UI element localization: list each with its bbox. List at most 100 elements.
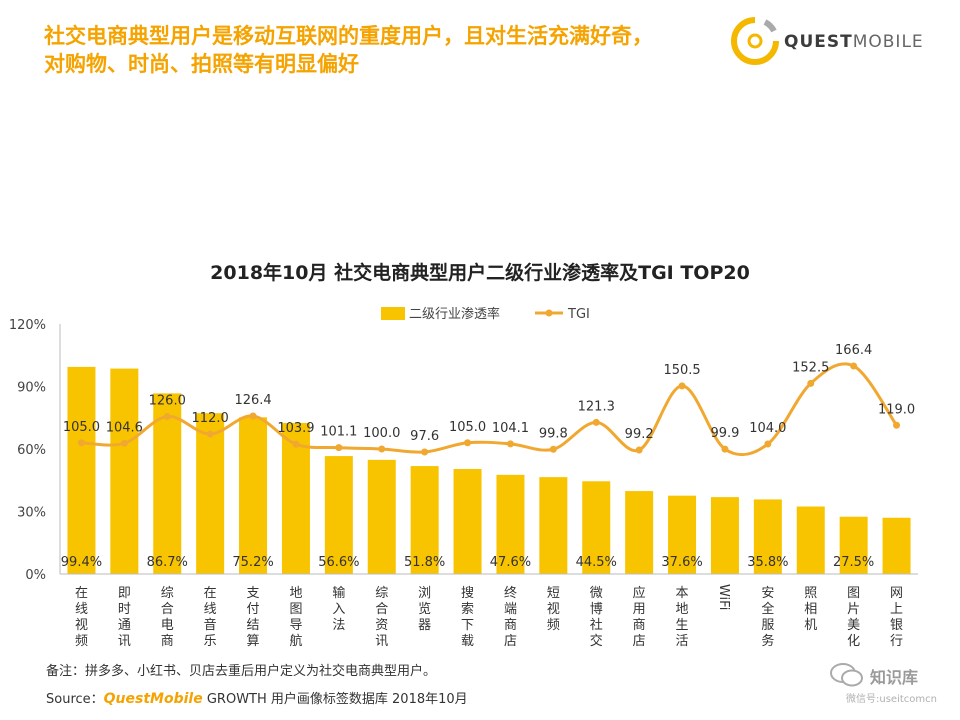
bar-data-label: 47.6%: [490, 555, 531, 570]
bar-data-label: 99.4%: [61, 555, 102, 570]
bar: [882, 517, 911, 574]
chart-title: 2018年10月 社交电商典型用户二级行业渗透率及TGI TOP20: [210, 262, 750, 284]
tgi-point: [850, 362, 858, 370]
bar: [453, 469, 482, 574]
x-tick-label: 终端商店: [504, 585, 517, 649]
bar: [496, 474, 525, 574]
tgi-data-label: 104.0: [749, 421, 786, 436]
x-tick-label: 输入法: [332, 585, 345, 633]
tgi-point: [678, 382, 686, 390]
tgi-point: [592, 418, 600, 426]
x-tick-label: 安全服务: [761, 586, 774, 649]
tgi-point: [292, 440, 300, 448]
tgi-data-label: 97.6: [410, 429, 439, 444]
bar: [67, 366, 96, 574]
tgi-data-label: 119.0: [878, 402, 915, 417]
source-brand: QuestMobile: [103, 691, 203, 707]
headline-line-1: 社交电商典型用户是移动互联网的重度用户，且对生活充满好奇，: [44, 24, 653, 48]
questmobile-logo: QUESTMOBILE: [730, 12, 930, 68]
x-tick-label: 本地生活: [676, 586, 689, 649]
tgi-point: [163, 413, 171, 420]
tgi-point: [807, 379, 815, 387]
logo-text-light: MOBILE: [852, 32, 924, 52]
tgi-data-label: 104.6: [106, 420, 143, 435]
bar-data-label: 75.2%: [232, 555, 273, 570]
bar: [110, 368, 139, 574]
x-axis: 在线视频 即时通讯 综合电商 在线音乐 支付结算 地图导航 输入法 综合资讯 浏览器 搜索下载 终端…: [60, 573, 918, 649]
x-tick-label: 搜索下载: [461, 586, 474, 649]
bar: [239, 417, 268, 574]
bar-data-label: 51.8%: [404, 555, 445, 570]
bar: [668, 495, 697, 574]
y-tick-label: 60%: [17, 443, 46, 458]
legend-label-bar: 二级行业渗透率: [409, 306, 500, 322]
tgi-data-label: 112.0: [192, 411, 229, 426]
bar: [324, 456, 353, 574]
bar: [367, 459, 396, 574]
x-tick-label: 短视频: [547, 586, 560, 633]
tgi-point: [77, 439, 85, 447]
tgi-point: [549, 445, 557, 453]
tgi-data-label: 152.5: [792, 360, 829, 375]
bar: [625, 491, 654, 574]
x-tick-label: 综合资讯: [375, 586, 388, 649]
tgi-point: [421, 448, 429, 456]
headline: 社交电商典型用户是移动互联网的重度用户，且对生活充满好奇， 对购物、时尚、拍照等…: [44, 22, 734, 78]
tgi-data-label: 126.4: [234, 393, 271, 408]
logo-text: QUESTMOBILE: [784, 32, 924, 52]
tgi-point: [206, 430, 214, 438]
y-tick-label: 0%: [25, 568, 46, 583]
bar-data-label: 37.6%: [661, 555, 702, 570]
tgi-data-label: 121.3: [578, 399, 615, 414]
x-tick-label: 即时通讯: [118, 586, 131, 649]
logo-text-bold: QUEST: [784, 32, 853, 52]
bar: [281, 422, 310, 574]
tgi-data-label: 101.1: [320, 425, 357, 440]
tgi-point: [721, 445, 729, 453]
bar: [753, 499, 782, 574]
tgi-data-label: 105.0: [63, 420, 100, 435]
bar-data-label: 44.5%: [576, 555, 617, 570]
x-tick-label: 浏览器: [418, 585, 431, 633]
y-tick-label: 120%: [9, 318, 46, 333]
bar: [582, 481, 611, 574]
tgi-data-label: 99.9: [710, 426, 739, 441]
tgi-point: [893, 421, 901, 429]
tgi-point: [120, 439, 128, 447]
tgi-point: [378, 445, 386, 453]
x-tick-label: 地图导航: [289, 586, 302, 649]
x-tick-label: 应用商店: [633, 585, 646, 649]
tgi-point: [635, 446, 643, 454]
tgi-data-label: 100.0: [363, 426, 400, 441]
wechat-icon: [830, 663, 863, 687]
bar: [153, 393, 182, 574]
source-rest: GROWTH 用户画像标签数据库 2018年10月: [202, 692, 468, 707]
tgi-data-label: 104.1: [492, 421, 529, 436]
x-tick-label: 照相机: [804, 586, 817, 633]
y-tick-label: 30%: [17, 506, 46, 521]
x-tick-label: 图片美化: [847, 586, 860, 649]
tgi-series: 105.0 104.6 126.0 112.0 126.4 103.9 101.1 100.0…: [63, 343, 915, 457]
tgi-data-label: 99.8: [539, 426, 568, 441]
logo-ring-icon: [731, 17, 779, 65]
bar: [539, 477, 568, 574]
legend-swatch-bar: [381, 307, 405, 320]
tgi-point: [335, 444, 343, 452]
bar-data-label: 35.8%: [747, 555, 788, 570]
tgi-point: [764, 440, 772, 448]
chart-svg: 二级行业渗透率 TGI 0% 30% 60% 90% 120% 99.4% 86.7% 75…: [9, 306, 918, 649]
legend-label-line: TGI: [567, 307, 590, 322]
headline-line-2: 对购物、时尚、拍照等有明显偏好: [44, 52, 359, 76]
tgi-point: [464, 439, 472, 447]
bar: [196, 413, 225, 574]
y-axis: 0% 30% 60% 90% 120%: [9, 318, 61, 583]
tgi-data-label: 103.9: [277, 421, 314, 436]
bar-series: 99.4% 86.7% 75.2% 56.6% 51.8% 47.6% 44.5% 37.6%…: [61, 366, 911, 574]
footnote: 备注：拼多多、小红书、贝店去重后用户定义为社交电商典型用户。: [46, 664, 437, 679]
x-tick-label: 在线音乐: [204, 586, 217, 649]
bar: [796, 506, 825, 574]
x-tick-label: 在线视频: [75, 586, 88, 649]
x-tick-label: WiFi: [716, 584, 731, 610]
bar-data-label: 86.7%: [147, 555, 188, 570]
bar-data-label: 56.6%: [318, 555, 359, 570]
